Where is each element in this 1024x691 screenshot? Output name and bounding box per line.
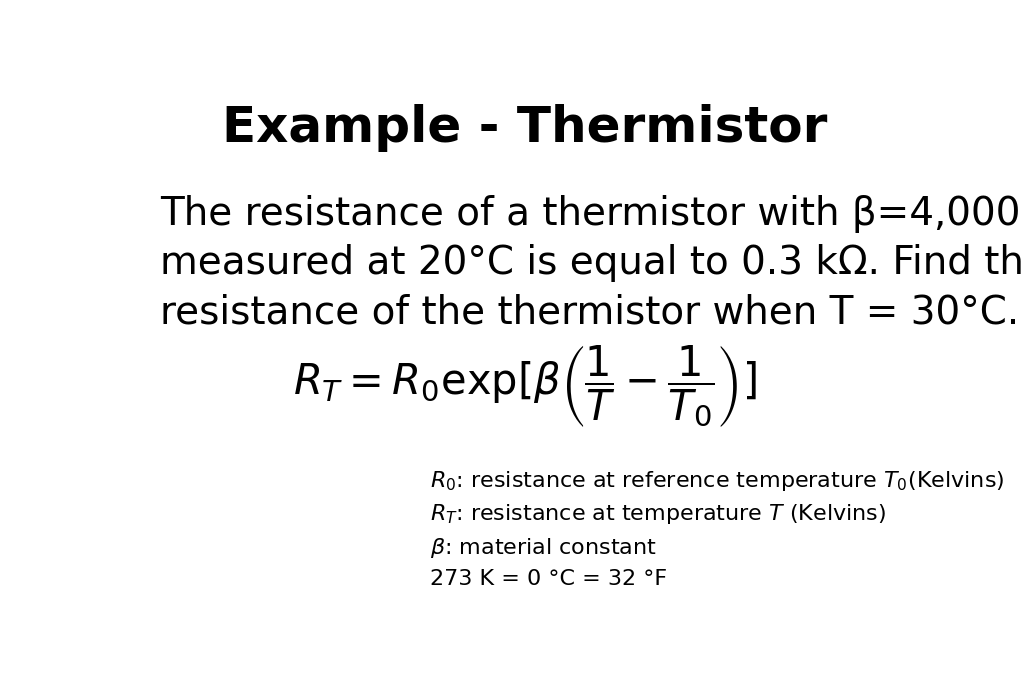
Text: $\beta$: material constant: $\beta$: material constant	[430, 536, 656, 560]
Text: $R_T = R_0\mathrm{exp}[\beta \left(\dfrac{1}{T} - \dfrac{1}{T_0}\right)]$: $R_T = R_0\mathrm{exp}[\beta \left(\dfra…	[293, 343, 757, 430]
Text: $R_T$: resistance at temperature $T$ (Kelvins): $R_T$: resistance at temperature $T$ (Ke…	[430, 502, 886, 526]
Text: resistance of the thermistor when T = 30°C.: resistance of the thermistor when T = 30…	[160, 294, 1019, 332]
Text: measured at 20°C is equal to 0.3 kΩ. Find the: measured at 20°C is equal to 0.3 kΩ. Fin…	[160, 244, 1024, 282]
Text: $R_0$: resistance at reference temperature $T_0$(Kelvins): $R_0$: resistance at reference temperatu…	[430, 468, 1004, 493]
Text: Example - Thermistor: Example - Thermistor	[222, 104, 827, 152]
Text: 273 K = 0 °C = 32 °F: 273 K = 0 °C = 32 °F	[430, 569, 667, 589]
Text: The resistance of a thermistor with β=4,000: The resistance of a thermistor with β=4,…	[160, 195, 1020, 233]
